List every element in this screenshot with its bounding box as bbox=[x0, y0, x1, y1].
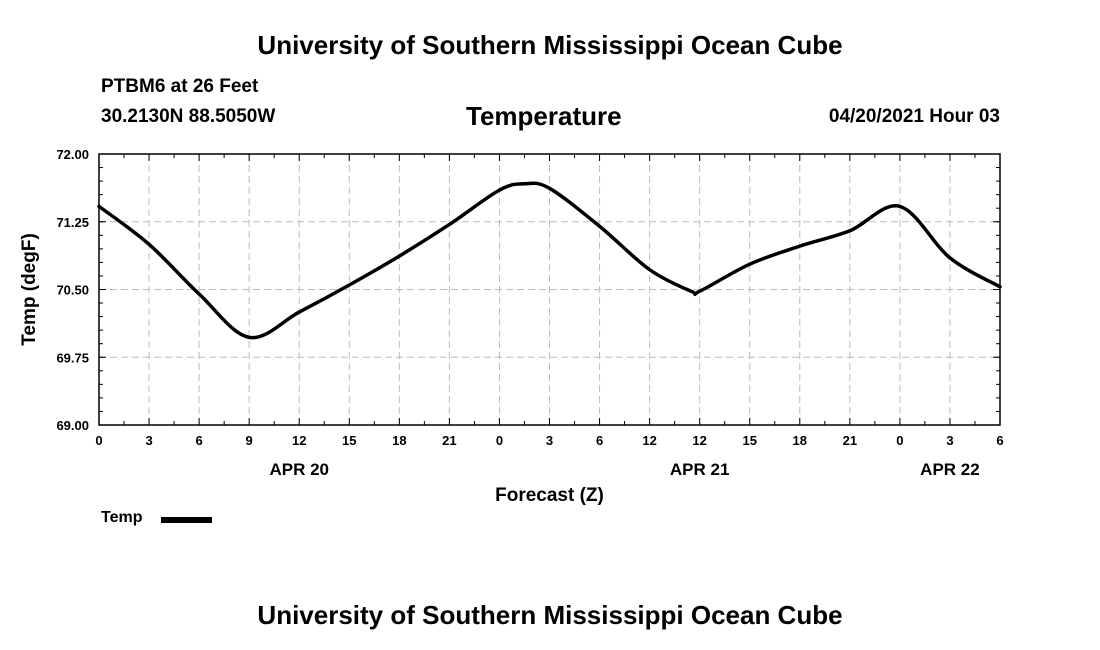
station-label: PTBM6 at 26 Feet bbox=[101, 76, 259, 97]
x-tick-label: 12 bbox=[292, 433, 306, 448]
chart-main-title: University of Southern Mississippi Ocean… bbox=[257, 30, 843, 60]
x-tick-label: 12 bbox=[692, 433, 706, 448]
chart-footer-title: University of Southern Mississippi Ocean… bbox=[257, 600, 843, 630]
x-tick-label: 0 bbox=[95, 433, 102, 448]
x-tick-label: 6 bbox=[596, 433, 603, 448]
x-tick-label: 6 bbox=[996, 433, 1003, 448]
x-tick-label: 0 bbox=[896, 433, 903, 448]
x-tick-label: 6 bbox=[195, 433, 202, 448]
series-line-temp bbox=[97, 181, 1002, 340]
coordinates-label: 30.2130N 88.5050W bbox=[101, 106, 276, 127]
x-tick-label: 18 bbox=[392, 433, 406, 448]
date-label: APR 21 bbox=[670, 460, 730, 479]
x-axis-title: Forecast (Z) bbox=[495, 485, 604, 506]
x-tick-label: 3 bbox=[546, 433, 553, 448]
x-tick-label: 18 bbox=[793, 433, 807, 448]
date-label: APR 22 bbox=[920, 460, 980, 479]
x-tick-label: 3 bbox=[145, 433, 152, 448]
x-tick-label: 9 bbox=[246, 433, 253, 448]
x-tick-label: 21 bbox=[843, 433, 857, 448]
y-tick-label: 71.25 bbox=[56, 215, 89, 230]
y-tick-label: 70.50 bbox=[56, 283, 89, 298]
x-tick-label: 21 bbox=[442, 433, 456, 448]
y-tick-label: 72.00 bbox=[56, 147, 89, 162]
y-tick-label: 69.00 bbox=[56, 418, 89, 433]
date-label: APR 20 bbox=[269, 460, 329, 479]
legend-label-temp: Temp bbox=[101, 509, 143, 526]
forecast-datetime: 04/20/2021 Hour 03 bbox=[828, 106, 1000, 127]
y-axis-title: Temp (degF) bbox=[19, 233, 40, 346]
x-tick-label: 0 bbox=[496, 433, 503, 448]
y-tick-label: 69.75 bbox=[56, 350, 89, 365]
legend-swatch-temp bbox=[161, 517, 212, 523]
parameter-title: Temperature bbox=[466, 101, 622, 131]
x-tick-label: 15 bbox=[742, 433, 756, 448]
x-tick-label: 15 bbox=[342, 433, 356, 448]
x-tick-label: 12 bbox=[642, 433, 656, 448]
x-tick-label: 3 bbox=[946, 433, 953, 448]
